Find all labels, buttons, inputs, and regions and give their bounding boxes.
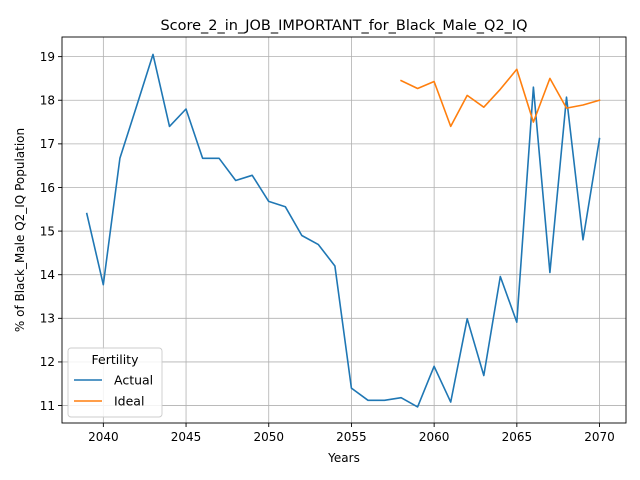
plot-area-frame (61, 36, 627, 424)
x-tick-label: 2040 (88, 430, 119, 444)
x-tick-label: 2065 (502, 430, 533, 444)
x-axis-label: Years (327, 451, 360, 465)
legend-label-ideal: Ideal (114, 394, 144, 409)
x-tick-label: 2070 (584, 430, 615, 444)
axis-ticks: 2040 2045 2050 2055 2060 2065 2070 11 12 13 14 15 16… (40, 50, 615, 444)
y-tick-label: 16 (40, 181, 55, 195)
y-tick-label: 11 (40, 399, 55, 413)
y-tick-label: 19 (40, 50, 55, 64)
series-line-actual (85, 53, 601, 408)
legend-box (67, 347, 163, 418)
legend-label-actual: Actual (114, 373, 153, 388)
chart-title: Score_2_in_JOB_IMPORTANT_for_Black_Male_… (160, 18, 527, 34)
series-line-ideal (400, 68, 601, 128)
y-tick-label: 15 (40, 224, 55, 238)
x-tick-label: 2045 (171, 430, 202, 444)
y-axis-label: % of Black_Male Q2_IQ Population (13, 128, 27, 332)
y-tick-label: 17 (40, 137, 55, 151)
y-tick-label: 18 (40, 94, 55, 108)
legend: Fertility Actual Ideal (67, 347, 163, 418)
series-lines (85, 53, 601, 408)
x-tick-label: 2060 (419, 430, 450, 444)
legend-title: Fertility (92, 352, 140, 367)
x-tick-label: 2050 (253, 430, 284, 444)
y-tick-label: 14 (40, 268, 55, 282)
y-tick-label: 12 (40, 355, 55, 369)
y-tick-label: 13 (40, 312, 55, 326)
x-tick-label: 2055 (336, 430, 367, 444)
